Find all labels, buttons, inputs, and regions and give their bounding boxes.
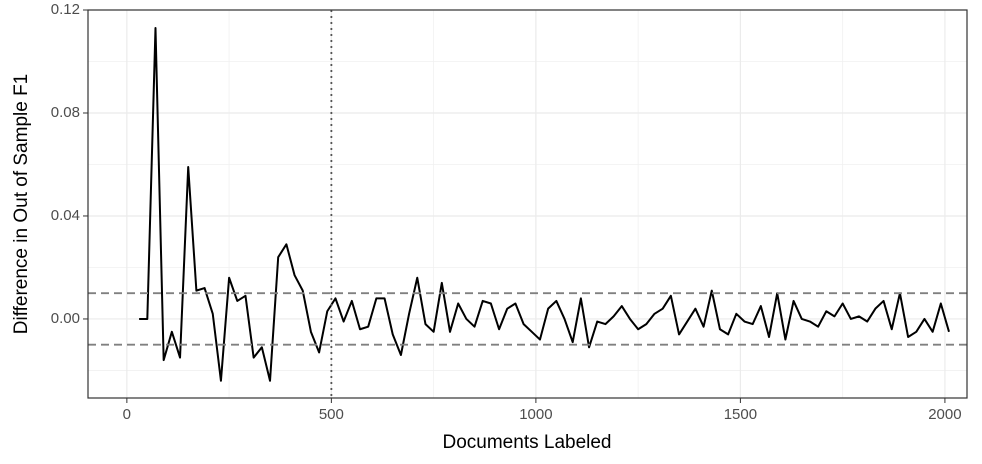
- y-tick-label: 0.00: [51, 310, 80, 327]
- x-axis-label: Documents Labeled: [443, 432, 612, 453]
- x-tick-label: 1000: [519, 406, 552, 423]
- y-tick-label: 0.04: [51, 207, 80, 224]
- y-axis-label: Difference in Out of Sample F1: [11, 74, 32, 335]
- y-tick-label: 0.08: [51, 104, 80, 121]
- data-line: [139, 27, 950, 382]
- marks: [88, 10, 967, 398]
- x-tick-label: 0: [123, 406, 131, 423]
- x-tick-label: 2000: [928, 406, 961, 423]
- x-tick-label: 1500: [724, 406, 757, 423]
- x-tick-label: 500: [319, 406, 344, 423]
- panel-border: [87, 9, 968, 399]
- y-tick-label: 0.12: [51, 1, 80, 18]
